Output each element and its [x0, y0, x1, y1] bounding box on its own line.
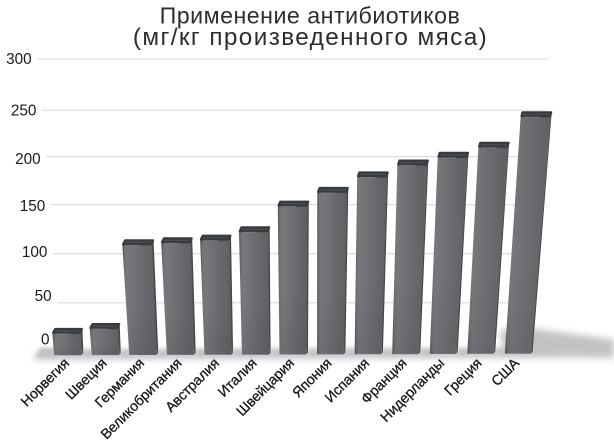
- svg-text:150: 150: [20, 198, 46, 215]
- svg-text:(мг/кг произведенного мяса): (мг/кг произведенного мяса): [133, 24, 488, 51]
- svg-text:100: 100: [22, 244, 48, 261]
- svg-text:300: 300: [6, 51, 32, 68]
- svg-text:250: 250: [11, 103, 37, 120]
- svg-text:0: 0: [41, 331, 50, 348]
- svg-text:Применение антибиотиков: Применение антибиотиков: [160, 3, 461, 29]
- svg-text:200: 200: [15, 151, 41, 168]
- svg-text:50: 50: [35, 288, 52, 305]
